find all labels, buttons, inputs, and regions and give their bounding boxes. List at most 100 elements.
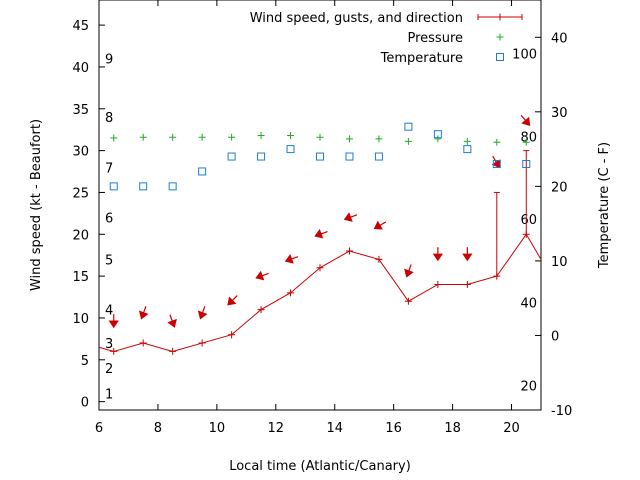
temperature-point [257,152,266,161]
wind-point [316,264,324,272]
pressure-point [316,133,324,141]
wind-point [287,289,295,297]
pressure-point [139,133,147,141]
y-left-tick-label: 30 [72,145,89,160]
beaufort-label: 9 [105,53,113,68]
y-right-tick-label: 30 [551,106,568,121]
temperature-point [374,152,383,161]
x-tick-label: 12 [268,421,285,436]
wind-point [434,280,442,288]
legend-swatch-temperature [496,53,504,61]
wind-direction-arrow [520,114,531,126]
y-left-axis-label: Wind speed (kt - Beaufort) [29,119,44,291]
wind-point [404,297,412,305]
wind-point [198,339,206,347]
y-right-tick-label: 0 [551,329,559,344]
fahrenheit-label: 60 [520,213,537,228]
x-tick-label: 14 [326,421,343,436]
temperature-point [492,160,501,168]
wind-point [228,331,236,339]
pressure-point [345,135,353,143]
pressure-point [198,133,206,141]
wind-direction-arrow [227,295,238,306]
pressure-point [169,133,177,141]
wind-direction-arrow [404,264,414,278]
wind-direction-arrow [167,314,177,328]
temperature-point [522,160,531,168]
beaufort-label: 8 [105,111,113,126]
fahrenheit-label: 40 [520,297,537,312]
wind-direction-arrow [314,228,328,239]
y-left-tick-label: 5 [81,354,89,369]
beaufort-label: 1 [105,387,113,402]
y-left-tick-label: 10 [72,312,89,327]
wind-direction-arrow [255,270,269,281]
temperature-point [404,122,413,131]
temperature-point [227,152,236,161]
temperature-point [433,130,442,139]
temperature-point [345,152,354,161]
x-tick-label: 10 [209,421,226,436]
pressure-point [375,135,383,143]
y-left-tick-label: 15 [72,270,89,285]
temperature-point [168,182,177,191]
y-right-tick-label: 20 [551,180,568,195]
pressure-point [228,133,236,141]
wind-point [345,247,353,255]
y-right-tick-label: 40 [551,31,568,46]
beaufort-label: 4 [105,304,113,319]
wind-point [463,280,471,288]
beaufort-label: 5 [105,253,113,268]
legend-label-wind: Wind speed, gusts, and direction [250,11,463,26]
beaufort-label: 2 [105,362,113,377]
legend-swatch-wind-marker [496,13,504,21]
y-left-tick-label: 25 [72,186,89,201]
x-axis-label: Local time (Atlantic/Canary) [229,459,411,474]
wind-point [169,347,177,355]
wind-direction-arrow [462,247,473,262]
plot-frame [98,0,542,411]
wind-direction-arrow [343,212,358,222]
legend-label-temperature: Temperature [380,51,463,66]
pressure-point [110,134,118,142]
wind-direction-arrow [138,306,149,320]
fahrenheit-label: 20 [520,379,537,394]
beaufort-label: 3 [105,337,113,352]
y-right-tick-label: 10 [551,255,568,270]
temperature-point [316,152,324,161]
x-tick-label: 20 [503,421,520,436]
legend-swatch-pressure [496,33,504,41]
y-right-axis-label: Temperature (C - F) [597,142,612,269]
pressure-point [287,132,295,140]
beaufort-label: 7 [105,161,113,176]
x-tick-label: 8 [154,421,162,436]
wind-direction-arrow [373,220,387,230]
pressure-point [257,132,265,140]
wind-direction-arrow [108,314,119,329]
pressure-point [404,137,412,145]
fahrenheit-label: 80 [520,130,537,145]
wind-direction-arrow [284,254,299,264]
wind-point [139,339,147,347]
x-tick-label: 18 [444,421,461,436]
legend-label-pressure: Pressure [407,31,463,46]
y-left-tick-label: 40 [72,61,89,76]
pressure-point [434,135,442,143]
x-tick-label: 16 [385,421,402,436]
wind-point [110,347,118,355]
y-left-tick-label: 35 [72,103,89,118]
temperature-point [198,167,207,176]
temperature-point [463,145,472,154]
wind-direction-arrow [432,247,443,262]
pressure-point [493,138,501,146]
wind-point [257,306,265,314]
temperature-point [286,145,295,154]
wind-direction-arrow [197,306,208,320]
wind-point [375,255,383,263]
y-left-tick-label: 0 [81,396,89,411]
fahrenheit-label: 100 [512,48,537,63]
y-left-tick-label: 45 [72,19,89,34]
temperature-point [139,182,148,191]
wind-speed-line [98,233,542,352]
